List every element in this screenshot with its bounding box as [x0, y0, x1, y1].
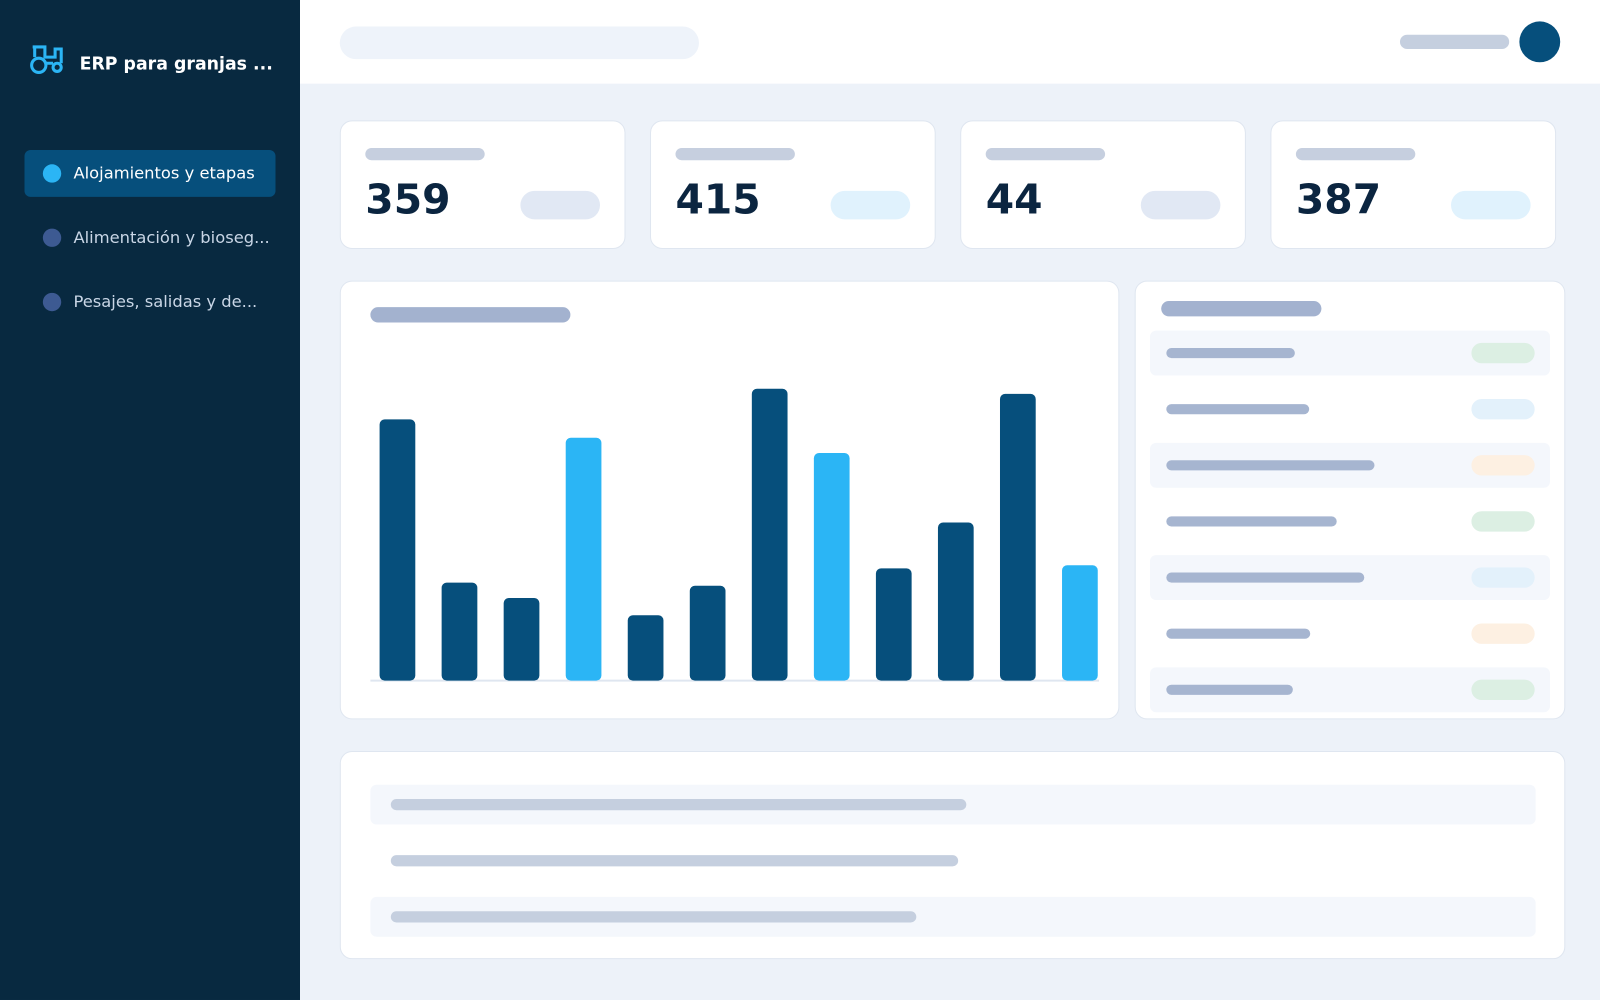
bar	[441, 582, 478, 681]
row-badge	[1471, 679, 1535, 700]
bar	[1062, 565, 1098, 681]
row-text-placeholder	[390, 798, 967, 811]
kpi-label-placeholder	[675, 147, 795, 161]
kpi-card: 387	[1270, 120, 1557, 249]
row-text-placeholder	[1166, 572, 1365, 583]
avatar[interactable]	[1519, 21, 1561, 63]
kpi-value: 415	[675, 176, 761, 224]
list-row	[1149, 330, 1550, 376]
bar	[813, 453, 850, 681]
kpi-badge	[830, 190, 911, 220]
row-text-placeholder	[1166, 460, 1375, 471]
row-text-placeholder	[1166, 628, 1311, 639]
row-text-placeholder	[1166, 684, 1293, 695]
list-row	[1149, 667, 1550, 713]
bar	[565, 437, 602, 681]
nav-dot	[42, 164, 62, 183]
row-badge	[1471, 567, 1535, 588]
list-row	[1149, 611, 1550, 657]
search[interactable]	[339, 26, 699, 60]
bar	[937, 522, 974, 681]
nav-label: Pesajes, salidas y de...	[73, 291, 258, 312]
list-title-placeholder	[1161, 301, 1322, 317]
kpi-badge	[520, 190, 600, 220]
kpi-label-placeholder	[985, 147, 1106, 161]
row-text-placeholder	[390, 911, 917, 923]
row-text-placeholder	[390, 855, 959, 867]
kpi-card: 44	[960, 120, 1246, 249]
list-row	[1149, 442, 1550, 488]
nav-dot	[42, 292, 62, 312]
list-card	[1134, 280, 1566, 720]
table-row	[370, 784, 1536, 825]
nav-item[interactable]: Alimentación y bioseg...	[24, 214, 275, 261]
bar	[689, 585, 726, 681]
list-row	[1149, 555, 1550, 600]
list-row	[1149, 498, 1550, 544]
kpi-label-placeholder	[365, 147, 485, 161]
bar	[875, 568, 912, 681]
kpi-value: 359	[365, 176, 451, 224]
row-badge	[1471, 342, 1535, 364]
row-badge	[1471, 455, 1535, 476]
nav-item[interactable]: Pesajes, salidas y de...	[24, 279, 275, 326]
sidebar: ERP para granjas ... Alojamientos y etap…	[0, 0, 300, 1000]
bar	[503, 597, 540, 681]
app-title: ERP para granjas ...	[79, 54, 273, 75]
list-row	[1149, 386, 1550, 432]
kpi-value: 387	[1295, 176, 1382, 224]
row-text-placeholder	[1166, 404, 1310, 415]
user-name	[1399, 34, 1510, 49]
table-row	[370, 840, 1536, 881]
table-card	[339, 751, 1566, 960]
chart-title-placeholder	[370, 307, 571, 323]
bar	[751, 388, 788, 681]
row-badge	[1471, 623, 1535, 644]
nav-label: Alojamientos y etapas	[73, 163, 255, 183]
logo	[30, 45, 63, 74]
kpi-badge	[1140, 190, 1221, 220]
nav-dot	[42, 228, 62, 247]
bar	[379, 419, 416, 681]
kpi-label-placeholder	[1295, 147, 1416, 161]
bar	[627, 615, 664, 681]
kpi-badge	[1451, 190, 1531, 220]
nav-label: Alimentación y bioseg...	[73, 227, 270, 247]
row-text-placeholder	[1166, 516, 1337, 527]
topbar	[299, 0, 1600, 84]
kpi-card: 415	[649, 120, 936, 249]
table-row	[370, 896, 1536, 937]
bar	[999, 393, 1036, 681]
row-badge	[1471, 511, 1535, 532]
row-badge	[1471, 398, 1535, 420]
row-text-placeholder	[1166, 347, 1295, 359]
chart	[370, 388, 1099, 682]
chart-card	[339, 280, 1120, 720]
kpi-card: 359	[339, 120, 626, 249]
nav-item[interactable]: Alojamientos y etapas	[24, 149, 276, 197]
kpi-value: 44	[985, 176, 1043, 224]
